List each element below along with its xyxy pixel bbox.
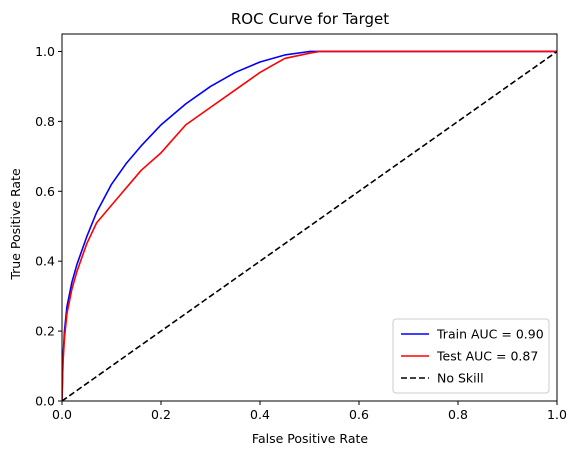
legend: Train AUC = 0.90 Test AUC = 0.87 No Skill — [392, 318, 550, 394]
x-tick-label: 1.0 — [547, 407, 567, 422]
y-axis-ticks: 0.0 0.2 0.4 0.6 0.8 1.0 — [35, 44, 62, 409]
x-tick-label: 0.6 — [349, 407, 369, 422]
x-tick-label: 0.8 — [448, 407, 468, 422]
series-line-no-skill — [62, 50, 557, 401]
x-axis-ticks: 0.0 0.2 0.4 0.6 0.8 1.0 — [52, 401, 567, 422]
x-tick-label: 0.2 — [151, 407, 171, 422]
legend-label: No Skill — [437, 371, 484, 386]
legend-label: Test AUC = 0.87 — [436, 349, 538, 364]
series-line-test-auc-0-87 — [62, 50, 557, 401]
y-axis-label: True Positive Rate — [8, 168, 23, 281]
axes-frame — [61, 33, 558, 402]
x-tick-label: 0.0 — [52, 407, 72, 422]
x-tick-label: 0.4 — [250, 407, 270, 422]
plot-area — [62, 50, 557, 401]
y-tick-label: 0.0 — [35, 394, 55, 409]
y-tick-label: 0.4 — [35, 254, 55, 269]
y-tick-label: 0.6 — [35, 184, 55, 199]
y-tick-label: 0.8 — [35, 114, 55, 129]
legend-box — [392, 318, 550, 394]
y-tick-label: 0.2 — [35, 324, 55, 339]
chart-title: ROC Curve for Target — [231, 10, 389, 28]
legend-label: Train AUC = 0.90 — [436, 327, 544, 342]
x-axis-label: False Positive Rate — [252, 431, 368, 446]
y-tick-label: 1.0 — [35, 44, 55, 59]
